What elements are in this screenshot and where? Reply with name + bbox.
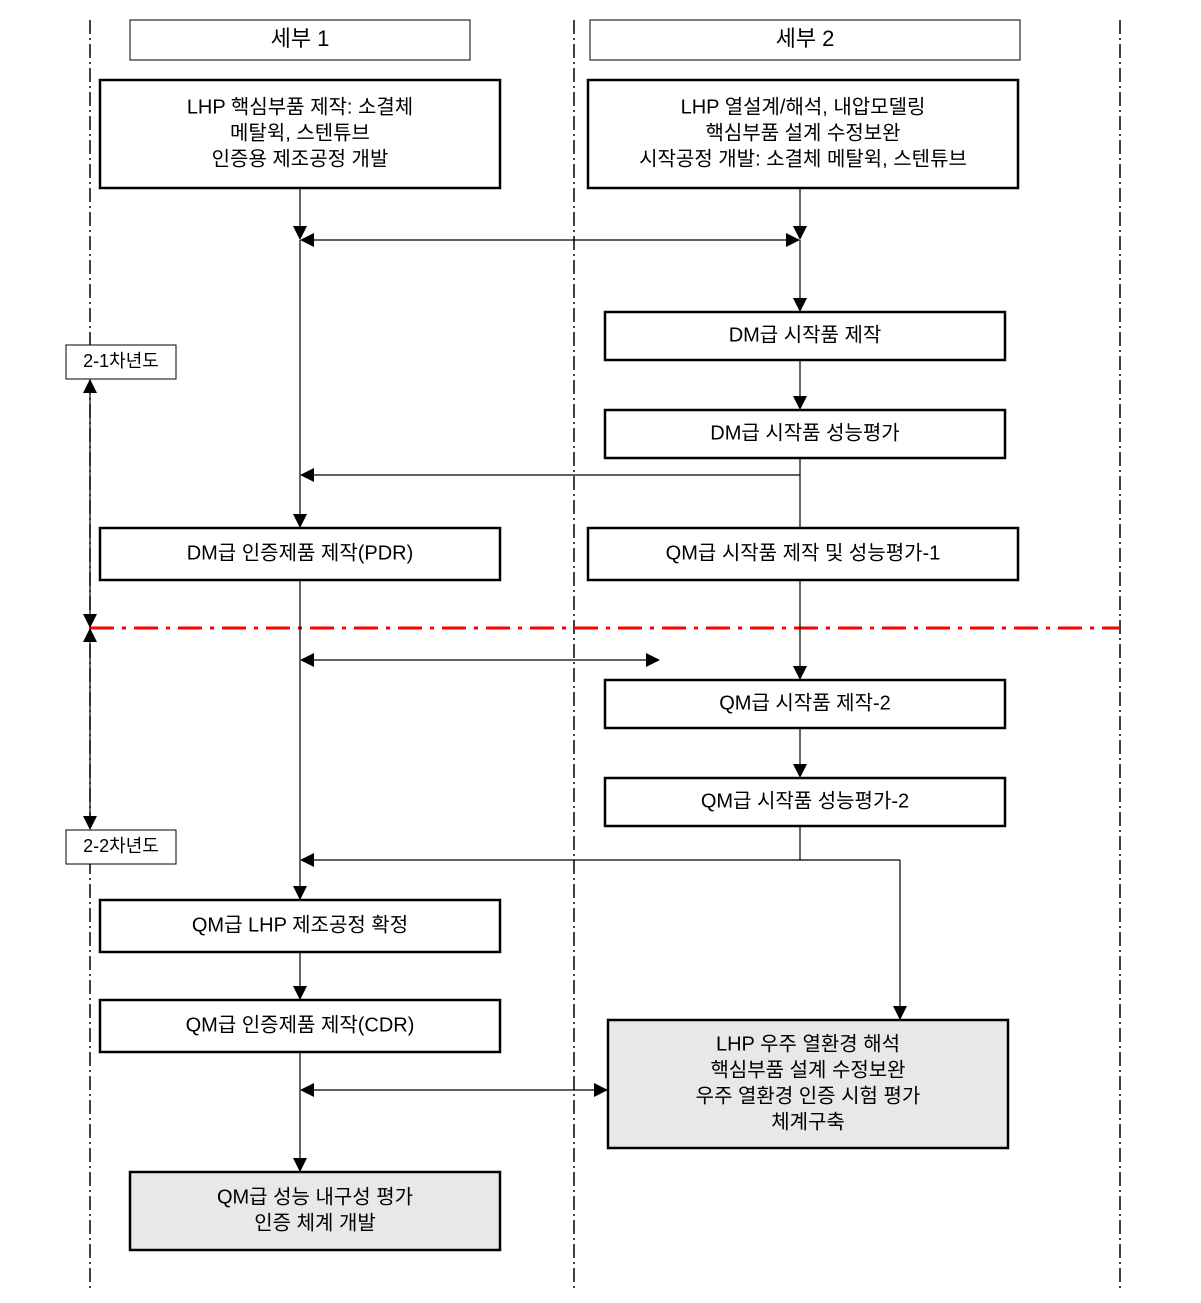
year-label-year21-text: 2-1차년도 bbox=[83, 351, 159, 371]
canvas-bg bbox=[0, 0, 1201, 1303]
right-n3-text: DM급 시작품 성능평가 bbox=[710, 421, 899, 444]
title-right-text: 세부 2 bbox=[776, 26, 835, 51]
right-n1-text: LHP 열설계/해석, 내압모델링 bbox=[681, 95, 926, 118]
left-n3-text: QM급 LHP 제조공정 확정 bbox=[192, 913, 408, 936]
right-n6-text: QM급 시작품 성능평가-2 bbox=[701, 789, 909, 812]
right-n1-text: 핵심부품 설계 수정보완 bbox=[705, 121, 900, 144]
right-n2-text: DM급 시작품 제작 bbox=[729, 323, 882, 346]
right-n1-text: 시작공정 개발: 소결체 메탈윅, 스텐튜브 bbox=[639, 147, 967, 170]
right-n7-text: 우주 열환경 인증 시험 평가 bbox=[696, 1084, 921, 1107]
right-n5-text: QM급 시작품 제작-2 bbox=[719, 691, 891, 714]
left-n5-text: QM급 성능 내구성 평가 bbox=[217, 1185, 413, 1208]
left-n1-text: LHP 핵심부품 제작: 소결체 bbox=[187, 95, 413, 118]
left-n4-text: QM급 인증제품 제작(CDR) bbox=[186, 1013, 415, 1036]
year-label-year22-text: 2-2차년도 bbox=[83, 836, 159, 856]
title-left-text: 세부 1 bbox=[271, 26, 330, 51]
right-n7-text: 체계구축 bbox=[771, 1110, 845, 1133]
left-n1-text: 메탈윅, 스텐튜브 bbox=[230, 121, 370, 144]
right-n4-text: QM급 시작품 제작 및 성능평가-1 bbox=[666, 541, 941, 564]
left-n5 bbox=[130, 1172, 500, 1250]
left-n5-text: 인증 체계 개발 bbox=[254, 1211, 376, 1234]
right-n7-text: 핵심부품 설계 수정보완 bbox=[710, 1058, 905, 1081]
right-n7-text: LHP 우주 열환경 해석 bbox=[716, 1032, 900, 1055]
left-n2-text: DM급 인증제품 제작(PDR) bbox=[187, 541, 414, 564]
left-n1-text: 인증용 제조공정 개발 bbox=[212, 147, 389, 170]
